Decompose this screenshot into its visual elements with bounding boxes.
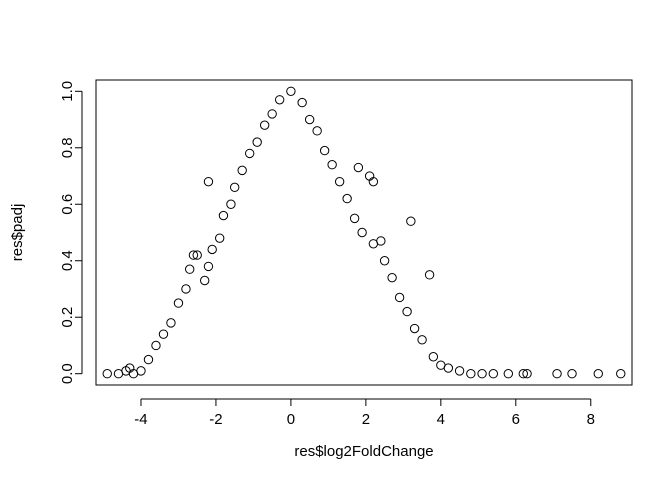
- data-point: [454, 366, 465, 376]
- data-point: [192, 250, 202, 260]
- data-point: [226, 199, 236, 209]
- data-point: [593, 369, 603, 379]
- data-point: [143, 354, 154, 365]
- data-point: [274, 95, 285, 105]
- data-point: [503, 369, 514, 379]
- data-point: [304, 114, 315, 125]
- y-tick-label: 0.8: [59, 137, 76, 158]
- y-tick-label: 0.2: [59, 307, 76, 328]
- x-tick-label: -4: [134, 411, 147, 428]
- axes-layer: -4 -2 0 2 4 6 8 0.0 0.2 0.4 0.6 0.8 1.0: [59, 81, 595, 428]
- data-point: [259, 120, 270, 130]
- y-tick-label: 0.0: [59, 363, 76, 384]
- data-point: [406, 216, 416, 226]
- data-point: [477, 369, 487, 379]
- x-axis-label: res$log2FoldChange: [294, 443, 433, 460]
- data-point: [424, 270, 435, 280]
- data-point: [312, 126, 322, 136]
- data-point: [417, 335, 427, 345]
- data-point: [244, 148, 255, 159]
- data-point: [379, 256, 390, 266]
- data-point: [286, 86, 296, 96]
- data-point: [199, 275, 210, 286]
- data-point: [188, 250, 199, 260]
- x-tick-label: 0: [287, 411, 295, 428]
- data-point: [522, 369, 532, 379]
- data-point: [357, 227, 367, 238]
- data-point: [166, 318, 176, 328]
- data-point: [394, 292, 405, 303]
- data-point: [267, 109, 277, 119]
- data-point: [567, 369, 577, 379]
- data-point: [252, 137, 262, 147]
- data-point: [158, 329, 169, 339]
- data-point: [102, 369, 112, 379]
- data-point: [327, 160, 337, 170]
- data-point: [402, 306, 412, 317]
- data-point: [552, 369, 562, 379]
- x-tick-label: 2: [362, 411, 370, 428]
- data-point: [353, 162, 364, 173]
- data-point: [297, 97, 307, 108]
- data-point: [173, 298, 184, 308]
- x-tick-label: 6: [512, 411, 520, 428]
- data-point: [368, 176, 379, 187]
- x-tick-label: -2: [209, 411, 222, 428]
- data-point: [237, 165, 247, 176]
- data-point: [203, 176, 214, 187]
- data-point: [428, 352, 439, 362]
- data-point: [203, 261, 214, 272]
- data-point: [181, 284, 191, 294]
- data-point: [488, 369, 499, 379]
- y-tick-label: 0.4: [59, 250, 76, 271]
- data-point: [376, 236, 386, 246]
- plot-border: [95, 79, 633, 386]
- data-point: [409, 323, 420, 334]
- data-point: [207, 244, 217, 255]
- data-point: [214, 233, 225, 243]
- data-point: [229, 182, 240, 193]
- data-point: [387, 272, 397, 283]
- data-point: [218, 210, 229, 221]
- data-point: [349, 213, 360, 224]
- data-point: [443, 363, 454, 373]
- data-point: [466, 369, 476, 379]
- x-tick-label: 4: [437, 411, 445, 428]
- data-point: [185, 264, 195, 274]
- data-point: [616, 369, 626, 379]
- y-tick-label: 0.6: [59, 194, 76, 215]
- y-tick-label: 1.0: [59, 81, 76, 102]
- data-point: [334, 176, 345, 187]
- x-tick-label: 8: [587, 411, 595, 428]
- data-point: [151, 340, 161, 351]
- data-point: [518, 369, 529, 379]
- points-layer: [102, 86, 626, 379]
- data-point: [342, 193, 352, 204]
- y-axis-label: res$padj: [9, 204, 26, 262]
- data-point: [319, 145, 330, 156]
- data-point: [136, 366, 146, 376]
